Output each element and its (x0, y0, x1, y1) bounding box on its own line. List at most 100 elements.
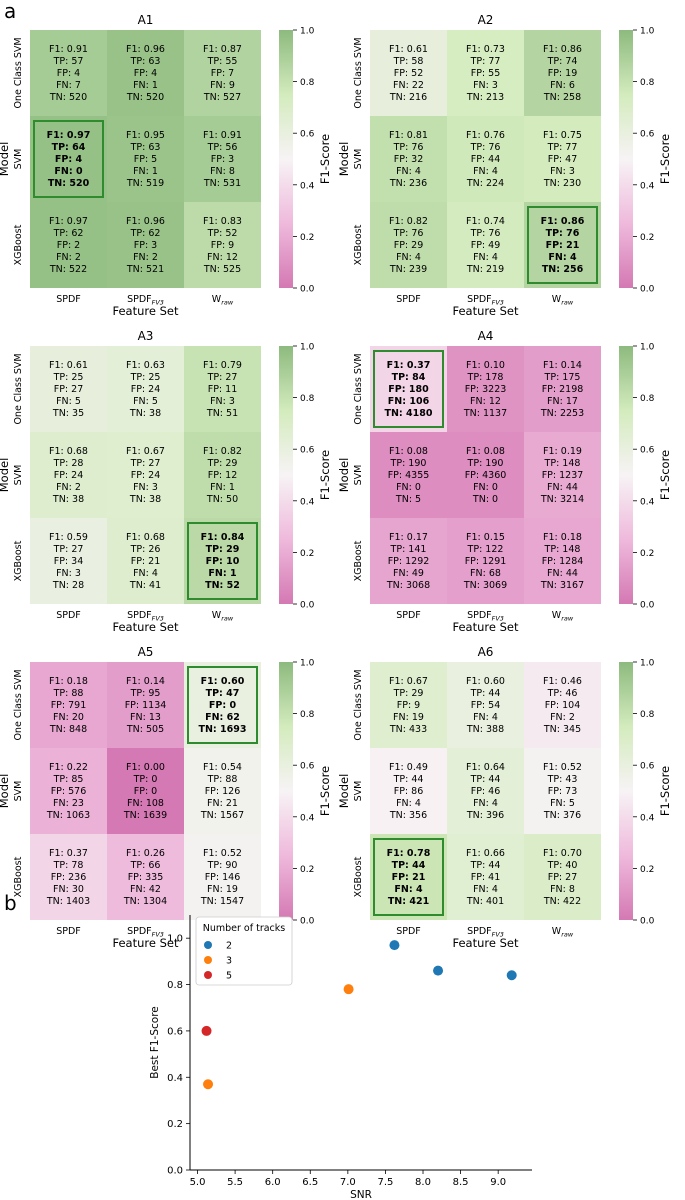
cell-label: TN: 421 (388, 896, 429, 907)
cell-label: TN: 219 (466, 264, 504, 275)
cell-label: F1: 0.37 (49, 848, 88, 859)
cell-label: F1: 0.78 (387, 848, 431, 859)
cell-label: TP: 78 (53, 860, 84, 871)
heatmap-cell (30, 30, 107, 116)
cell-label: TP: 40 (547, 860, 578, 871)
colorbar-tick-label: 0.8 (300, 78, 315, 88)
cell-label: TN: 41 (129, 580, 161, 591)
cell-label: TN: 38 (129, 494, 161, 505)
cell-label: F1: 0.15 (466, 532, 505, 543)
cell-label: TP: 90 (207, 860, 238, 871)
heatmap-cell (30, 518, 107, 604)
cell-label: FN: 7 (56, 80, 81, 91)
cell-label: F1: 0.68 (126, 532, 165, 543)
heatmap-cell (107, 834, 184, 920)
cell-label: TP: 74 (547, 56, 578, 67)
cell-label: FN: 8 (210, 166, 235, 177)
cell-label: TP: 95 (130, 688, 161, 699)
cell-label: TP: 77 (470, 56, 501, 67)
cell-label: FP: 3223 (465, 384, 507, 395)
cell-label: FP: 24 (131, 470, 161, 481)
colorbar-tick-label: 0.0 (640, 601, 655, 611)
panel-title: A6 (478, 645, 494, 659)
cell-label: FP: 11 (208, 384, 238, 395)
colorbar-tick-label: 1.0 (640, 343, 655, 353)
cell-label: FN: 4 (473, 252, 498, 263)
heatmap-cell (107, 518, 184, 604)
colorbar-title: F1-Score (658, 450, 672, 500)
x-tick-label: 5.5 (227, 1177, 243, 1188)
cell-label: F1: 0.19 (543, 446, 582, 457)
cell-label: TP: 88 (207, 774, 238, 785)
col-tick-label: Wraw (552, 610, 574, 623)
y-axis-title: Model (337, 458, 351, 493)
heatmap-cell (524, 834, 601, 920)
colorbar-tick-label: 0.6 (640, 446, 655, 456)
row-tick-label: One Class SVM (13, 353, 24, 424)
heatmap-cell (524, 432, 601, 518)
cell-label: TP: 148 (544, 544, 581, 555)
cell-label: TN: 4180 (385, 408, 433, 419)
scatter-y-title: Best F1-Score (149, 1006, 161, 1079)
cell-label: FP: 2198 (542, 384, 584, 395)
cell-label: FP: 12 (208, 470, 238, 481)
colorbar-tick-label: 0.4 (640, 497, 655, 507)
cell-label: FN: 1 (133, 80, 158, 91)
panel-label-b: b (4, 891, 17, 915)
cell-label: FN: 17 (547, 396, 578, 407)
y-axis-title: Model (337, 774, 351, 809)
cell-label: F1: 0.14 (126, 676, 165, 687)
cell-label: FP: 791 (51, 700, 87, 711)
best-highlight-box (187, 666, 258, 744)
col-tick-label: SPDF (396, 926, 421, 937)
cell-label: FP: 180 (388, 384, 429, 395)
cell-label: F1: 0.84 (201, 532, 245, 543)
cell-label: FP: 126 (205, 786, 241, 797)
cell-label: TN: 522 (49, 264, 87, 275)
colorbar-tick-label: 0.8 (640, 710, 655, 720)
cell-label: TP: 77 (547, 142, 578, 153)
heatmap-cell (30, 662, 107, 748)
cell-label: FP: 27 (548, 872, 578, 883)
cell-label: F1: 0.67 (389, 676, 428, 687)
heatmap-cell (184, 748, 261, 834)
cell-label: F1: 0.59 (49, 532, 88, 543)
row-tick-label: SVM (13, 465, 24, 486)
cell-label: TP: 0 (133, 774, 158, 785)
best-highlight-box (33, 120, 104, 198)
cell-label: TN: 3214 (540, 494, 584, 505)
cell-label: F1: 0.54 (203, 762, 242, 773)
cell-label: TP: 57 (53, 56, 84, 67)
cell-label: FN: 13 (130, 712, 161, 723)
cell-label: FN: 4 (473, 884, 498, 895)
row-tick-label: XGBoost (353, 224, 364, 265)
cell-label: TN: 422 (543, 896, 581, 907)
best-highlight-box (527, 206, 598, 284)
cell-label: FN: 3 (210, 396, 235, 407)
cell-label: TN: 401 (466, 896, 504, 907)
heatmap-cell (447, 518, 524, 604)
cell-label: FN: 12 (207, 252, 238, 263)
cell-label: FP: 4 (57, 68, 80, 79)
col-tick-label: Wraw (212, 610, 234, 623)
cell-label: TN: 3167 (540, 580, 584, 591)
legend-marker (204, 941, 212, 949)
heatmap-cell (107, 662, 184, 748)
cell-label: FP: 21 (131, 556, 161, 567)
cell-label: TP: 84 (392, 372, 426, 383)
best-highlight-box (187, 522, 258, 600)
scatter-point-series-3 (203, 1079, 214, 1090)
cell-label: FP: 4355 (388, 470, 430, 481)
cell-label: FP: 9 (211, 240, 234, 251)
cell-label: FP: 55 (471, 68, 501, 79)
scatter-x-title: SNR (350, 1189, 372, 1200)
legend-label: 3 (226, 956, 232, 967)
heatmap-cell (184, 518, 261, 604)
cell-label: FN: 4 (548, 252, 577, 263)
colorbar-tick-label: 0.0 (640, 285, 655, 295)
heatmap-cell (447, 116, 524, 202)
cell-label: FN: 4 (473, 166, 498, 177)
cell-label: FN: 1 (210, 482, 235, 493)
y-axis-title: Model (0, 142, 11, 177)
cell-label: TN: 396 (466, 810, 504, 821)
